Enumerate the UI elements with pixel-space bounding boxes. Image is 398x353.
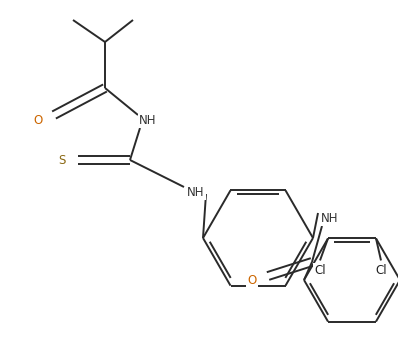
Text: O: O [248, 274, 257, 287]
Text: Cl: Cl [314, 264, 326, 277]
Text: O: O [33, 114, 43, 126]
Text: NH: NH [187, 185, 205, 198]
Text: NH: NH [139, 114, 157, 126]
Text: NH: NH [321, 211, 339, 225]
Text: S: S [59, 154, 66, 167]
Text: Cl: Cl [375, 264, 387, 277]
